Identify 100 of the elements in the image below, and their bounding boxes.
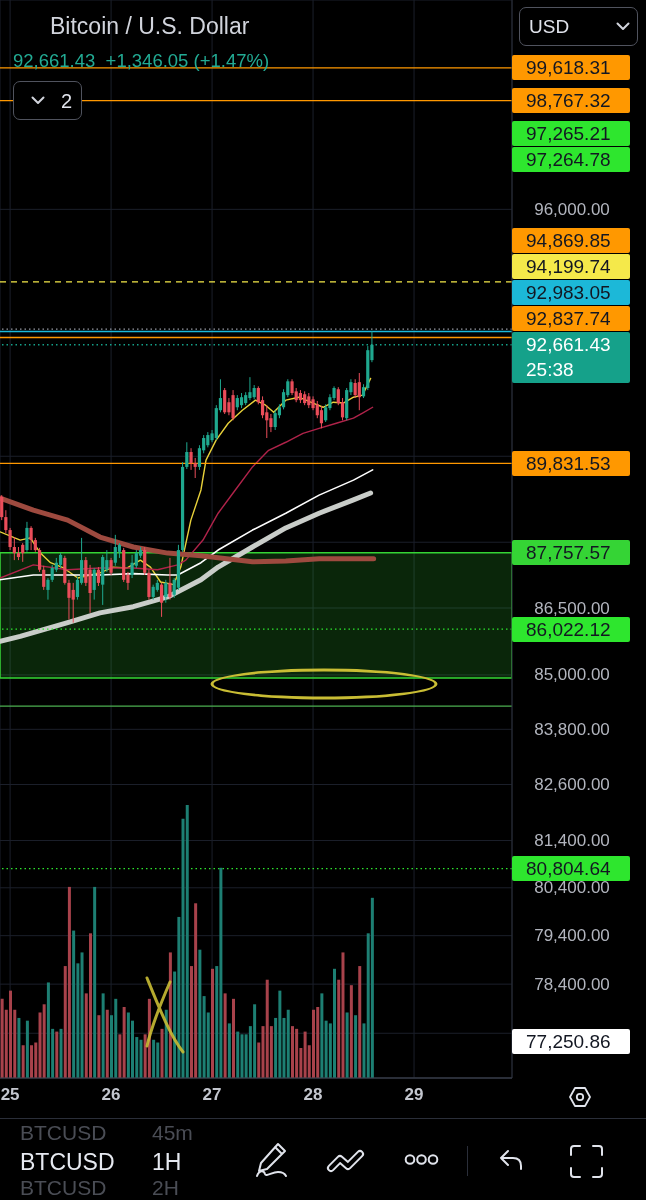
bar bbox=[362, 1023, 366, 1078]
candlestick bbox=[185, 441, 189, 470]
ref-line-label: 86,022.12 bbox=[526, 617, 612, 642]
ref-line-label: 89,831.53 bbox=[526, 451, 612, 476]
bar bbox=[25, 1020, 29, 1078]
bar bbox=[194, 903, 198, 1078]
candlestick bbox=[130, 554, 134, 579]
bar bbox=[122, 1007, 126, 1078]
candlestick bbox=[231, 389, 235, 421]
bar bbox=[324, 1020, 328, 1078]
text: 25:38 bbox=[526, 358, 575, 383]
bar bbox=[311, 1009, 315, 1078]
y-tick-label: 85,000.00 bbox=[534, 665, 610, 685]
bar bbox=[21, 1045, 25, 1078]
bar bbox=[290, 1026, 294, 1078]
candlestick bbox=[96, 566, 101, 587]
bar bbox=[55, 1031, 59, 1078]
bar bbox=[139, 1039, 143, 1078]
y-tick-label: 86,500.00 bbox=[534, 598, 610, 618]
bar bbox=[358, 966, 362, 1078]
x-tick-label: 27 bbox=[202, 1085, 222, 1105]
bar bbox=[30, 1045, 34, 1078]
bar bbox=[345, 1012, 349, 1078]
bar bbox=[349, 985, 353, 1078]
candlestick bbox=[42, 565, 46, 591]
text: 77,250.86 bbox=[526, 1029, 612, 1054]
bar bbox=[332, 968, 336, 1078]
x-tick-label: 29 bbox=[404, 1085, 424, 1105]
bar bbox=[80, 952, 84, 1078]
bar bbox=[370, 897, 374, 1078]
bar bbox=[202, 996, 206, 1078]
bar bbox=[278, 990, 282, 1078]
bar bbox=[93, 886, 97, 1078]
candlestick bbox=[193, 457, 197, 479]
bar bbox=[67, 886, 71, 1078]
y-tick-label: 79,400.00 bbox=[534, 926, 610, 946]
candlestick bbox=[159, 582, 164, 618]
candlestick bbox=[143, 546, 147, 576]
bar bbox=[219, 867, 223, 1078]
bar bbox=[227, 1023, 231, 1078]
bar bbox=[114, 998, 118, 1078]
y-tick-label: 81,400.00 bbox=[534, 830, 610, 850]
bar bbox=[253, 1004, 257, 1078]
bar bbox=[42, 1004, 46, 1078]
text: Bitcoin / U.S. Dollar bbox=[50, 13, 250, 40]
bar bbox=[118, 1034, 122, 1078]
bar bbox=[168, 952, 172, 1078]
candlestick bbox=[248, 376, 252, 401]
bar bbox=[160, 1028, 164, 1078]
bar bbox=[316, 1007, 320, 1078]
bar bbox=[265, 979, 269, 1078]
y-tick-label: 82,600.00 bbox=[534, 775, 610, 794]
bar bbox=[156, 1042, 160, 1078]
expand-button: 2 bbox=[13, 81, 82, 120]
x-tick-label: 26 bbox=[101, 1085, 121, 1105]
text: 92,661.43 +1,346.05 (+1.47%) bbox=[13, 50, 270, 72]
text: 45m bbox=[152, 1121, 193, 1144]
bar bbox=[97, 1015, 101, 1078]
text: 94,869.85 bbox=[526, 229, 612, 254]
y-tick-label: 83,800.00 bbox=[534, 719, 610, 739]
text: 2H bbox=[152, 1176, 179, 1199]
bar bbox=[236, 1031, 240, 1078]
candlestick bbox=[189, 447, 193, 471]
bar bbox=[72, 930, 76, 1078]
candlestick bbox=[21, 542, 25, 563]
bar bbox=[89, 933, 93, 1078]
candlestick bbox=[4, 509, 8, 534]
bar bbox=[17, 1017, 21, 1078]
text: 1H bbox=[152, 1149, 182, 1175]
y-tick-label: 80,400.00 bbox=[534, 878, 610, 898]
x-tick-label: 28 bbox=[303, 1085, 323, 1105]
bar bbox=[240, 1034, 244, 1078]
candlestick bbox=[164, 579, 168, 604]
bar bbox=[126, 1012, 130, 1078]
bar bbox=[261, 1026, 265, 1078]
candlestick bbox=[12, 536, 16, 561]
candlestick bbox=[88, 564, 92, 614]
currency-dropdown: USD bbox=[519, 7, 638, 46]
text: 97,265.21 bbox=[526, 121, 612, 146]
x-tick-label: 25 bbox=[0, 1085, 20, 1105]
bar bbox=[0, 998, 4, 1078]
candlestick bbox=[0, 494, 4, 521]
text: BTCUSD bbox=[20, 1121, 107, 1144]
band-label: 87,757.57 bbox=[526, 541, 612, 566]
bar bbox=[320, 993, 324, 1078]
ref-line-label: 92,983.05 bbox=[526, 281, 612, 306]
line-series bbox=[0, 469, 374, 581]
candlestick bbox=[269, 413, 273, 433]
bar bbox=[198, 949, 202, 1078]
candlestick bbox=[319, 405, 324, 429]
candlestick bbox=[92, 567, 96, 601]
candlestick bbox=[265, 404, 269, 439]
ref-line-label: 92,661.43 bbox=[526, 333, 612, 358]
bar bbox=[211, 968, 214, 1078]
bar bbox=[105, 1009, 109, 1078]
bar bbox=[177, 916, 181, 1078]
bar bbox=[185, 805, 189, 1078]
candlestick bbox=[357, 372, 361, 411]
candlestick bbox=[37, 547, 42, 573]
candlestick bbox=[168, 557, 172, 601]
